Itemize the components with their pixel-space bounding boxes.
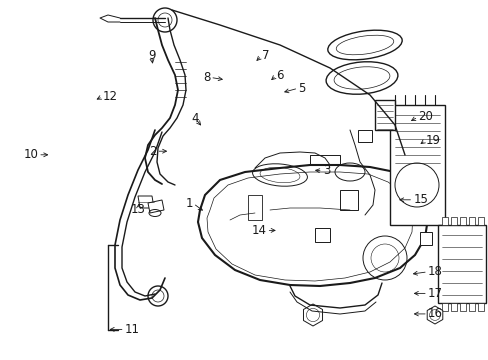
Polygon shape xyxy=(389,105,444,225)
Polygon shape xyxy=(198,165,427,286)
Text: 1: 1 xyxy=(185,197,193,210)
Text: 6: 6 xyxy=(276,69,283,82)
Text: 8: 8 xyxy=(203,71,210,84)
Text: 3: 3 xyxy=(322,165,329,177)
Text: 4: 4 xyxy=(191,112,199,125)
Text: 13: 13 xyxy=(131,203,145,216)
Polygon shape xyxy=(468,217,474,225)
Text: 16: 16 xyxy=(427,307,442,320)
Text: 7: 7 xyxy=(261,49,268,62)
Polygon shape xyxy=(419,232,431,245)
Polygon shape xyxy=(314,228,329,242)
Text: 11: 11 xyxy=(124,323,140,336)
Text: 17: 17 xyxy=(427,287,442,300)
Polygon shape xyxy=(450,217,456,225)
Text: 18: 18 xyxy=(427,265,442,278)
Circle shape xyxy=(450,249,468,267)
Text: 15: 15 xyxy=(412,193,427,206)
Polygon shape xyxy=(357,130,371,142)
Polygon shape xyxy=(339,190,357,210)
Text: 10: 10 xyxy=(23,148,38,161)
Polygon shape xyxy=(303,304,322,326)
Text: 20: 20 xyxy=(417,111,432,123)
Polygon shape xyxy=(459,217,465,225)
Polygon shape xyxy=(477,303,483,311)
Polygon shape xyxy=(374,100,394,130)
Polygon shape xyxy=(459,303,465,311)
Text: 2: 2 xyxy=(149,145,156,158)
Polygon shape xyxy=(441,303,447,311)
Text: 12: 12 xyxy=(102,90,118,103)
Polygon shape xyxy=(437,225,485,303)
Polygon shape xyxy=(427,306,442,324)
Polygon shape xyxy=(468,303,474,311)
Text: 5: 5 xyxy=(298,82,305,95)
Polygon shape xyxy=(477,217,483,225)
Polygon shape xyxy=(148,200,163,213)
Text: 19: 19 xyxy=(425,134,440,147)
Polygon shape xyxy=(441,217,447,225)
Text: 9: 9 xyxy=(147,49,155,62)
Text: 14: 14 xyxy=(251,224,266,237)
Polygon shape xyxy=(450,303,456,311)
